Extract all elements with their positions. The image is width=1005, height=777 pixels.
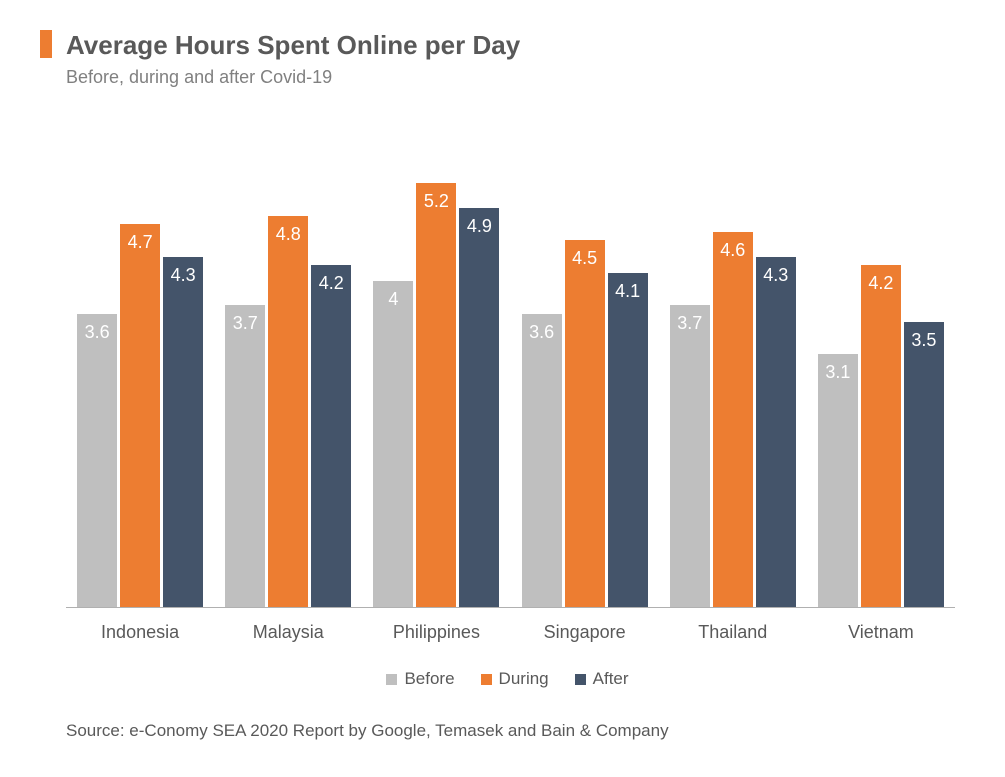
bar-value-label: 4.2	[311, 273, 351, 294]
bar: 3.7	[225, 305, 265, 607]
x-axis-label: Singapore	[511, 622, 659, 643]
bar: 3.7	[670, 305, 710, 607]
chart-title: Average Hours Spent Online per Day	[66, 30, 520, 61]
bar-value-label: 4	[373, 289, 413, 310]
legend-swatch	[386, 674, 397, 685]
legend-item: During	[481, 669, 549, 689]
bar-group: 3.7 4.64.3	[659, 118, 807, 607]
bar-value-label: 3.6	[522, 322, 562, 343]
bar-group: 3.1 4.2 3.5	[807, 118, 955, 607]
bar-value-label: 4.9	[459, 216, 499, 237]
bar: 4.8	[268, 216, 308, 607]
chart-header: Average Hours Spent Online per Day	[40, 30, 975, 61]
legend-label: After	[593, 669, 629, 689]
x-axis-labels: IndonesiaMalaysiaPhilippinesSingaporeTha…	[66, 622, 955, 643]
x-axis-label: Malaysia	[214, 622, 362, 643]
bar-value-label: 5.2	[416, 191, 456, 212]
x-axis-label: Vietnam	[807, 622, 955, 643]
bar: 4.1	[608, 273, 648, 607]
legend-item: Before	[386, 669, 454, 689]
bar-value-label: 4.5	[565, 248, 605, 269]
bar: 3.5	[904, 322, 944, 607]
bar-value-label: 3.5	[904, 330, 944, 351]
chart-legend: Before During After	[40, 669, 975, 689]
bar-value-label: 4.3	[756, 265, 796, 286]
bar: 3.6	[522, 314, 562, 607]
x-axis-label: Indonesia	[66, 622, 214, 643]
bar-value-label: 3.6	[77, 322, 117, 343]
bar-group: 4 5.24.9	[362, 118, 510, 607]
bar: 4	[373, 281, 413, 607]
bar-group: 3.6 4.54.1	[511, 118, 659, 607]
bar-value-label: 3.7	[670, 313, 710, 334]
bar-value-label: 4.8	[268, 224, 308, 245]
x-axis-label: Thailand	[659, 622, 807, 643]
bar: 4.2	[311, 265, 351, 607]
bar-value-label: 3.7	[225, 313, 265, 334]
bar: 5.2	[416, 183, 456, 607]
bar: 4.6	[713, 232, 753, 607]
bar: 4.9	[459, 208, 499, 607]
accent-bar	[40, 30, 52, 58]
bar-value-label: 4.2	[861, 273, 901, 294]
legend-label: Before	[404, 669, 454, 689]
bar-value-label: 4.3	[163, 265, 203, 286]
bar-value-label: 3.1	[818, 362, 858, 383]
bar: 3.6	[77, 314, 117, 607]
legend-label: During	[499, 669, 549, 689]
source-text: Source: e-Conomy SEA 2020 Report by Goog…	[66, 721, 975, 741]
bar: 4.7	[120, 224, 160, 607]
chart-plot-area: 3.64.74.33.74.84.245.24.93.64.54.13.74.6…	[66, 118, 955, 608]
bar-value-label: 4.7	[120, 232, 160, 253]
bar: 4.5	[565, 240, 605, 607]
bar-value-label: 4.6	[713, 240, 753, 261]
legend-swatch	[575, 674, 586, 685]
legend-swatch	[481, 674, 492, 685]
x-axis-label: Philippines	[362, 622, 510, 643]
legend-item: After	[575, 669, 629, 689]
bar: 4.3	[756, 257, 796, 607]
bar: 3.1	[818, 354, 858, 607]
bar-group: 3.7 4.8 4.2	[214, 118, 362, 607]
bar-value-label: 4.1	[608, 281, 648, 302]
bar: 4.2	[861, 265, 901, 607]
bar: 4.3	[163, 257, 203, 607]
bar-group: 3.6 4.74.3	[66, 118, 214, 607]
chart-subtitle: Before, during and after Covid-19	[66, 67, 975, 88]
